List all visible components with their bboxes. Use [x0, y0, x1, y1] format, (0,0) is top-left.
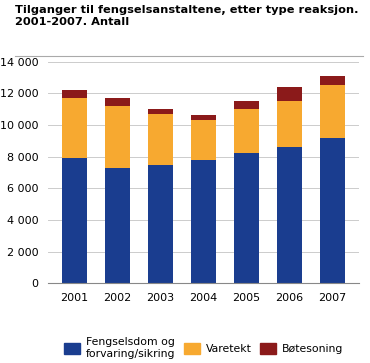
Bar	[148, 164, 173, 283]
Bar	[234, 109, 259, 154]
Bar	[62, 98, 87, 158]
Bar	[62, 158, 87, 283]
Bar	[277, 101, 302, 147]
Bar	[105, 98, 130, 106]
Bar	[191, 160, 216, 283]
Bar	[191, 120, 216, 160]
Bar	[62, 90, 87, 98]
Bar	[148, 109, 173, 114]
Bar	[234, 101, 259, 109]
Text: Tilganger til fengselsanstaltene, etter type reaksjon.
2001-2007. Antall: Tilganger til fengselsanstaltene, etter …	[15, 5, 358, 27]
Bar	[277, 87, 302, 101]
Bar	[320, 85, 345, 138]
Legend: Fengselsdom og
forvaring/sikring, Varetekt, Bøtesoning: Fengselsdom og forvaring/sikring, Varete…	[60, 333, 347, 363]
Bar	[277, 147, 302, 283]
Bar	[234, 154, 259, 283]
Bar	[320, 138, 345, 283]
Bar	[191, 115, 216, 120]
Bar	[148, 114, 173, 164]
Bar	[105, 168, 130, 283]
Bar	[320, 76, 345, 85]
Bar	[105, 106, 130, 168]
